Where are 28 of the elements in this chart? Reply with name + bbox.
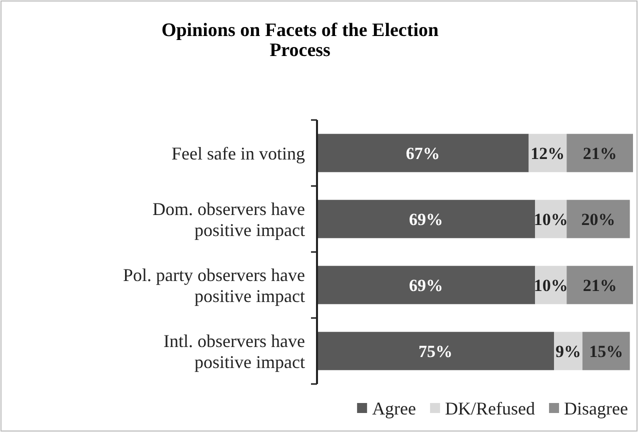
y-tick-label: Intl. observers have positive impact [164, 330, 306, 372]
data-label: 20% [581, 210, 616, 229]
chart-title: Opinions on Facets of the Election Process [161, 20, 439, 61]
bar [566, 200, 630, 238]
y-tick-label: Pol. party observers have positive impact [123, 264, 306, 306]
bar [317, 200, 536, 238]
bar [566, 134, 633, 172]
data-label: 10% [534, 210, 568, 229]
y-tick-label: Dom. observers have positive impact [152, 198, 305, 240]
data-label: 10% [534, 276, 568, 295]
data-label: 15% [589, 342, 624, 361]
data-label: 12% [530, 144, 565, 163]
bar [582, 332, 630, 370]
bar [317, 266, 536, 304]
data-label: 69% [409, 276, 444, 295]
legend-label: DK/Refused [445, 398, 536, 418]
y-tick-label: Feel safe in voting [172, 143, 305, 164]
data-label: 75% [418, 342, 452, 361]
bar [566, 266, 633, 304]
bar [317, 332, 554, 370]
data-label: 69% [409, 210, 444, 229]
legend-label: Agree [372, 398, 416, 418]
legend-label: Disagree [564, 398, 628, 418]
data-label: 21% [582, 276, 617, 295]
data-label: 9% [555, 342, 581, 361]
data-label: 67% [406, 144, 440, 163]
bar [317, 134, 529, 172]
data-label: 21% [582, 144, 617, 163]
